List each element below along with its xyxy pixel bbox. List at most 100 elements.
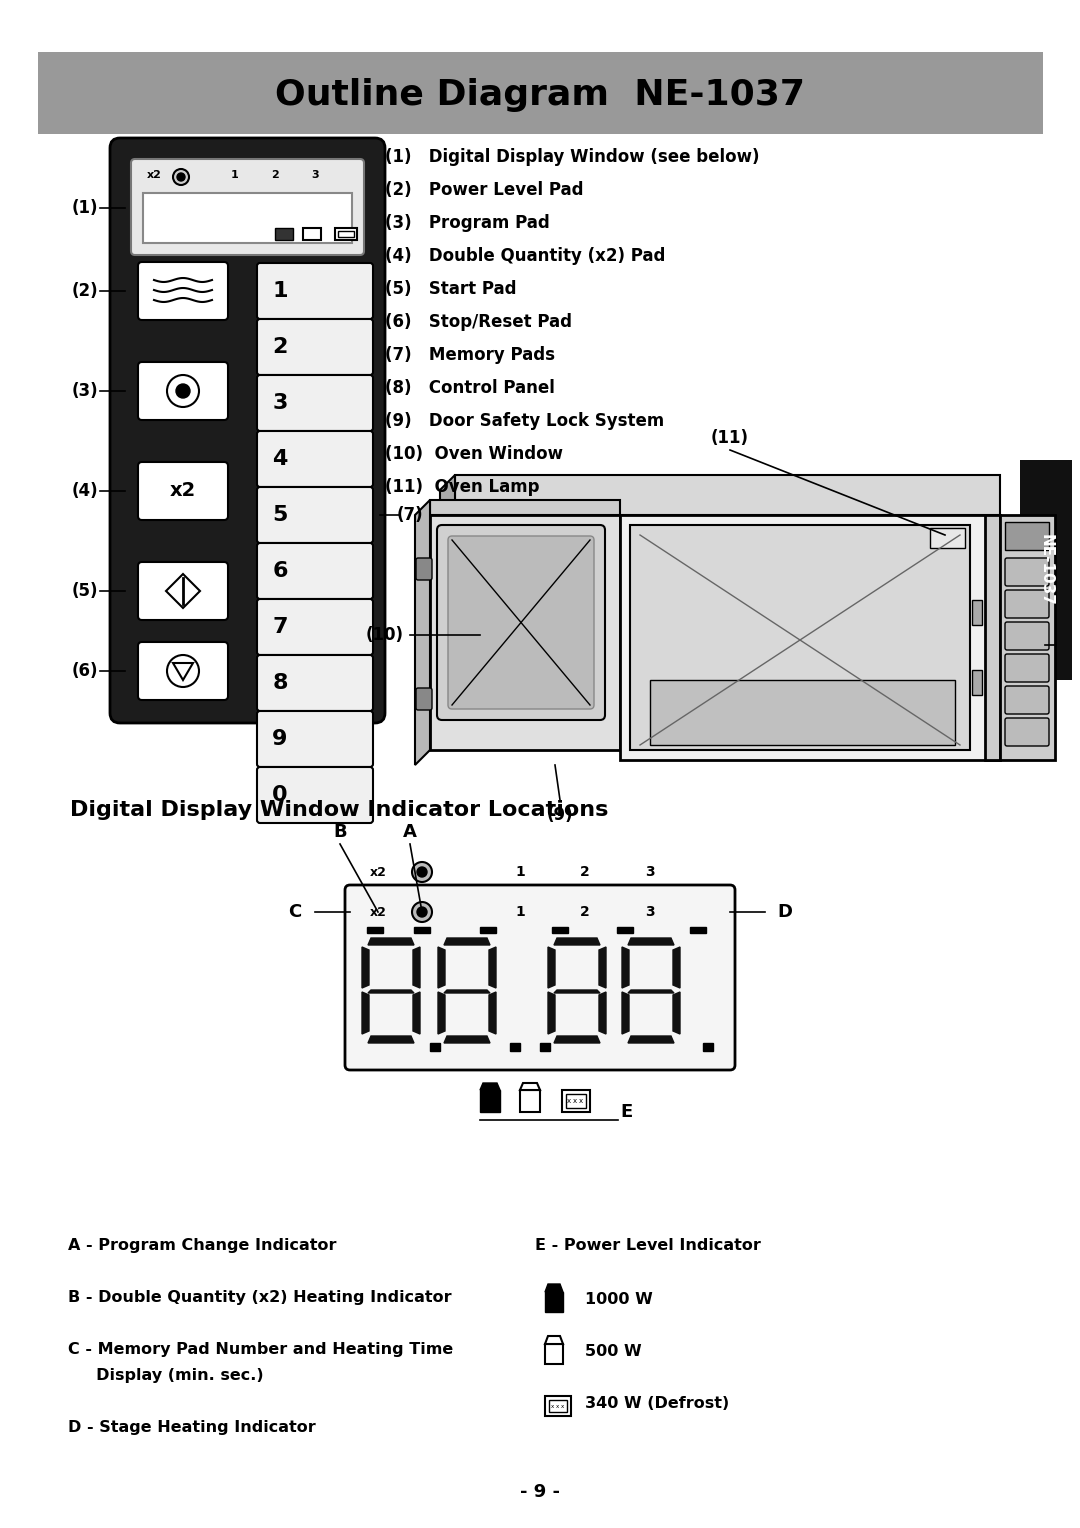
Text: 2: 2 — [580, 905, 590, 918]
FancyBboxPatch shape — [437, 526, 605, 720]
Text: (2)   Power Level Pad: (2) Power Level Pad — [384, 180, 583, 199]
Circle shape — [176, 384, 190, 397]
Polygon shape — [438, 992, 445, 1034]
Bar — [275, 228, 293, 240]
FancyBboxPatch shape — [1005, 654, 1049, 681]
FancyBboxPatch shape — [138, 461, 228, 520]
Polygon shape — [430, 515, 620, 750]
FancyBboxPatch shape — [257, 487, 373, 542]
Text: 2: 2 — [272, 338, 287, 358]
Polygon shape — [548, 947, 555, 989]
Text: E: E — [620, 1103, 632, 1122]
Bar — [38, 52, 1043, 134]
Text: x: x — [561, 1404, 564, 1409]
Bar — [303, 228, 321, 240]
Text: 9: 9 — [272, 729, 287, 749]
Bar — [545, 1397, 571, 1416]
Polygon shape — [519, 1083, 540, 1089]
Text: B - Double Quantity (x2) Heating Indicator: B - Double Quantity (x2) Heating Indicat… — [68, 1290, 451, 1305]
Text: 3: 3 — [645, 905, 654, 918]
Text: (3): (3) — [72, 382, 98, 400]
Text: C - Memory Pad Number and Heating Time: C - Memory Pad Number and Heating Time — [68, 1342, 454, 1357]
Circle shape — [411, 902, 432, 921]
Bar — [414, 927, 430, 934]
Text: (11): (11) — [711, 429, 750, 448]
Polygon shape — [440, 475, 455, 530]
Bar — [562, 1089, 590, 1112]
FancyBboxPatch shape — [138, 562, 228, 620]
Polygon shape — [430, 500, 620, 515]
FancyBboxPatch shape — [257, 263, 373, 319]
Text: (7): (7) — [396, 506, 423, 524]
Bar — [143, 193, 352, 243]
Text: 1: 1 — [515, 865, 525, 879]
Text: 7: 7 — [272, 617, 287, 637]
Polygon shape — [627, 1036, 674, 1044]
FancyBboxPatch shape — [1005, 590, 1049, 617]
Bar — [552, 927, 568, 934]
FancyBboxPatch shape — [131, 159, 364, 255]
Polygon shape — [673, 992, 680, 1034]
Bar — [335, 228, 357, 240]
Bar — [549, 1400, 567, 1412]
Bar — [1005, 523, 1049, 550]
Bar — [972, 601, 982, 625]
Polygon shape — [480, 1083, 500, 1089]
Polygon shape — [627, 938, 674, 944]
FancyBboxPatch shape — [1005, 718, 1049, 746]
Bar — [690, 927, 706, 934]
Polygon shape — [444, 938, 490, 944]
Polygon shape — [444, 990, 490, 993]
Text: - 9 -: - 9 - — [519, 1484, 561, 1500]
Text: Display (min. sec.): Display (min. sec.) — [68, 1368, 264, 1383]
Bar — [566, 1094, 586, 1108]
Polygon shape — [985, 515, 1000, 759]
Text: (1)   Digital Display Window (see below): (1) Digital Display Window (see below) — [384, 148, 759, 167]
Text: C: C — [288, 903, 301, 921]
Polygon shape — [455, 475, 1000, 515]
Text: D - Stage Heating Indicator: D - Stage Heating Indicator — [68, 1420, 315, 1435]
FancyBboxPatch shape — [138, 642, 228, 700]
Bar — [617, 927, 633, 934]
Text: x: x — [567, 1099, 571, 1105]
Text: E - Power Level Indicator: E - Power Level Indicator — [535, 1238, 761, 1253]
Text: x: x — [579, 1099, 583, 1105]
Bar — [430, 1044, 440, 1051]
Polygon shape — [650, 680, 955, 746]
Text: 500 W: 500 W — [585, 1345, 642, 1360]
Text: B: B — [334, 824, 347, 840]
Polygon shape — [173, 663, 193, 680]
FancyBboxPatch shape — [257, 711, 373, 767]
FancyBboxPatch shape — [1005, 622, 1049, 649]
Polygon shape — [627, 990, 674, 993]
Text: (6)   Stop/Reset Pad: (6) Stop/Reset Pad — [384, 313, 572, 332]
Text: (2): (2) — [72, 283, 98, 299]
FancyBboxPatch shape — [257, 656, 373, 711]
FancyBboxPatch shape — [257, 599, 373, 656]
Polygon shape — [489, 947, 496, 989]
Text: x: x — [572, 1099, 577, 1105]
Text: 3: 3 — [272, 393, 287, 413]
Circle shape — [167, 656, 199, 688]
Bar — [367, 927, 383, 934]
Text: 3: 3 — [311, 170, 319, 180]
Polygon shape — [368, 1036, 414, 1044]
Polygon shape — [362, 992, 369, 1034]
Text: 1: 1 — [272, 281, 287, 301]
Circle shape — [173, 170, 189, 185]
FancyBboxPatch shape — [345, 885, 735, 1070]
Polygon shape — [362, 947, 369, 989]
Text: 8: 8 — [272, 672, 287, 694]
Text: (6): (6) — [72, 662, 98, 680]
Bar — [930, 529, 966, 549]
Polygon shape — [554, 938, 600, 944]
Polygon shape — [368, 990, 414, 993]
Text: x: x — [555, 1404, 558, 1409]
Text: x2: x2 — [170, 481, 197, 501]
Text: 1000 W: 1000 W — [585, 1293, 652, 1308]
Polygon shape — [413, 992, 420, 1034]
Polygon shape — [548, 992, 555, 1034]
FancyBboxPatch shape — [257, 319, 373, 374]
Bar — [519, 1089, 540, 1112]
Text: 2: 2 — [580, 865, 590, 879]
